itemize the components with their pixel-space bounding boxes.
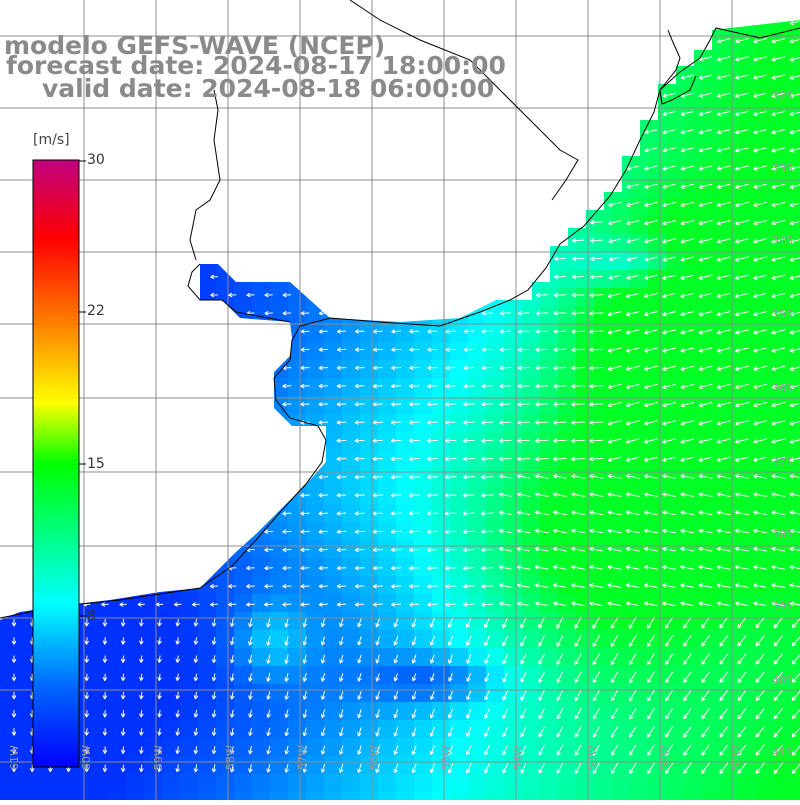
colorbar-unit: [m/s] [33, 132, 70, 148]
lon-label: 60W [80, 745, 93, 770]
lon-label: 58W [224, 745, 237, 770]
lat-label: 35S [772, 308, 793, 321]
lat-label: 41S [772, 746, 793, 759]
lon-label: 54W [512, 745, 525, 770]
lat-label: 32S [772, 90, 793, 103]
lat-label: 34S [772, 234, 793, 247]
lon-label: 57W [296, 745, 309, 770]
lat-label: 36S [772, 382, 793, 395]
lon-label: 53W [586, 745, 599, 770]
lat-label: 39S [772, 600, 793, 613]
colorbar-tick-8: 8 [87, 608, 96, 624]
lon-label: 56W [368, 745, 381, 770]
colorbar-tick-15: 15 [87, 456, 105, 472]
lon-label: 59W [152, 745, 165, 770]
lon-label: 52W [658, 745, 671, 770]
lat-label: 38S [772, 528, 793, 541]
colorbar [30, 128, 86, 767]
lon-label: 51W [730, 745, 743, 770]
colorbar-tick-22: 22 [87, 303, 105, 319]
lat-label: 37S [772, 456, 793, 469]
colorbar-tick-30: 30 [87, 152, 105, 168]
lat-label: 40S [772, 674, 793, 687]
lon-label: 55W [440, 745, 453, 770]
lat-label: 33S [772, 162, 793, 175]
valid-date: valid date: 2024-08-18 06:00:00 [42, 76, 494, 101]
lon-label: 61W [8, 745, 21, 770]
colorbar-gradient [33, 160, 79, 767]
